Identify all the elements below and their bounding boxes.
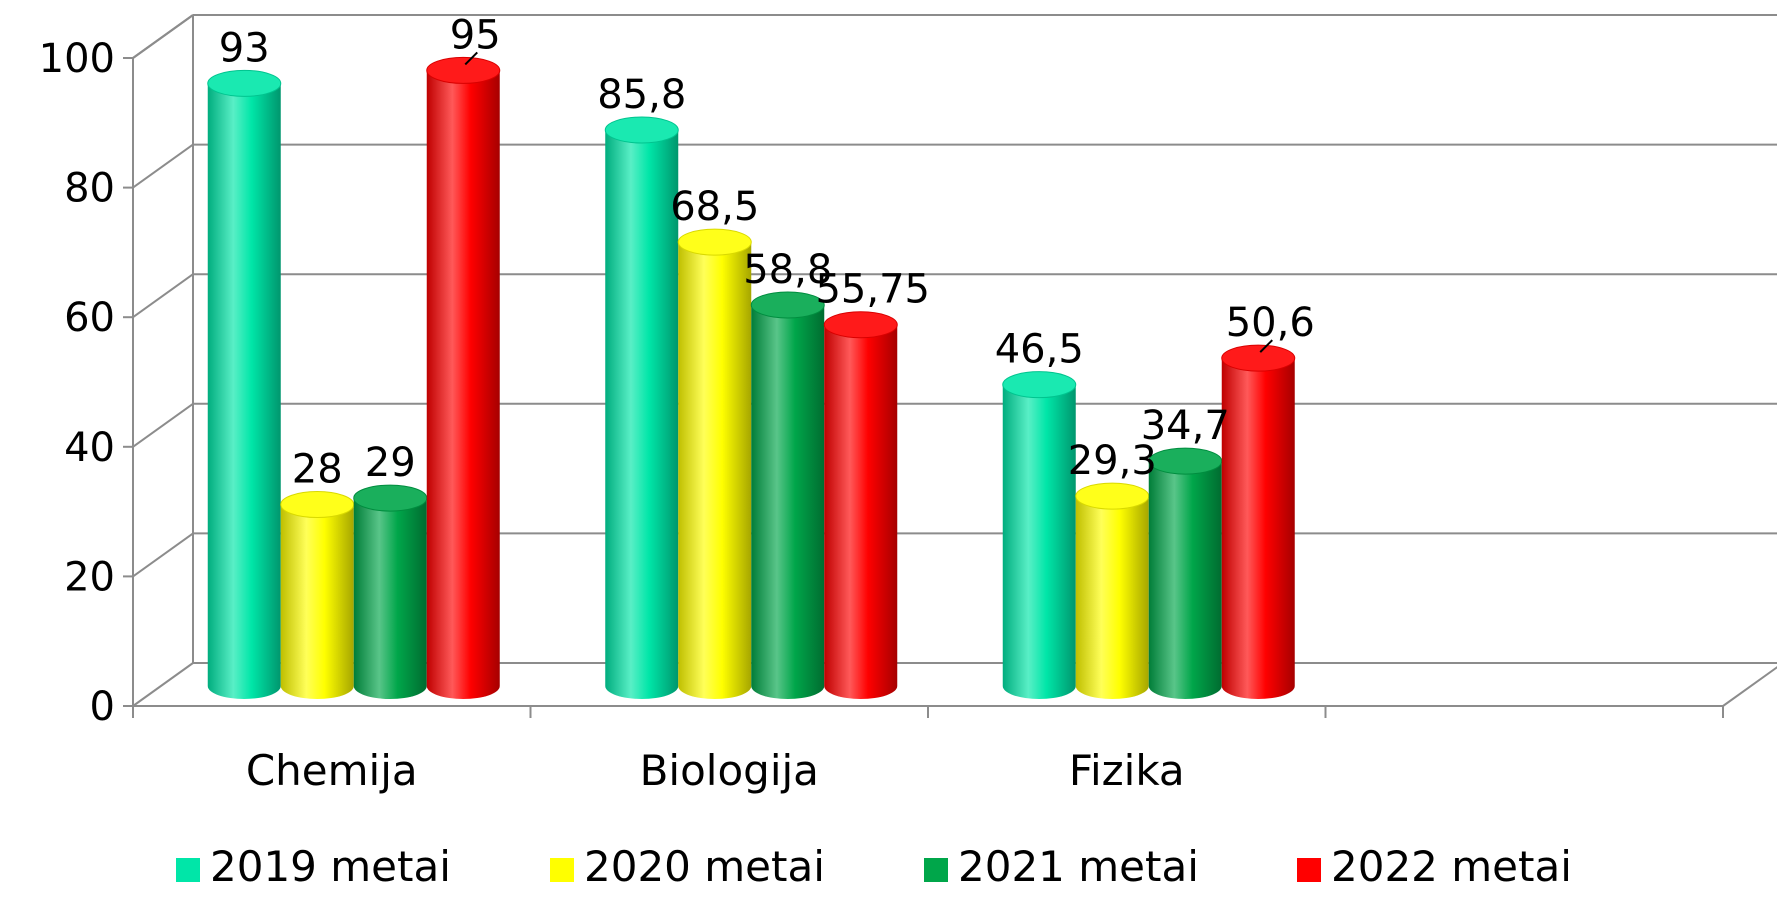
x-tick-label-chemija: Chemija bbox=[246, 746, 418, 795]
data-label-biologija-2022-metai: 55,75 bbox=[815, 267, 930, 313]
bar-body bbox=[1002, 384, 1076, 700]
gridline-depth bbox=[132, 143, 194, 189]
y-tick-label: 100 bbox=[39, 36, 115, 82]
data-label-biologija-2021-metai: 58,8 bbox=[743, 247, 832, 293]
bar-top bbox=[1221, 344, 1296, 372]
y-tick-label: 0 bbox=[90, 684, 115, 730]
data-label-fizika-2020-metai: 29,3 bbox=[1068, 438, 1157, 484]
x-tick-label-fizika: Fizika bbox=[1069, 746, 1185, 795]
bar-biologija-2020-metai bbox=[677, 228, 752, 700]
data-label-fizika-2019-metai: 46,5 bbox=[995, 327, 1084, 373]
bar-fizika-2021-metai bbox=[1148, 447, 1223, 700]
y-tick-label: 60 bbox=[64, 295, 115, 341]
data-label-fizika-2021-metai: 34,7 bbox=[1141, 403, 1230, 449]
data-label-chemija-2020-metai: 28 bbox=[292, 447, 343, 493]
data-label-chemija-2022-metai: 95 bbox=[450, 12, 501, 58]
x-axis: Chemija Biologija Fizika bbox=[132, 705, 1724, 795]
y-axis-ticks: 0 20 40 60 80 100 bbox=[39, 36, 133, 730]
bar-body bbox=[605, 130, 679, 700]
bar-body bbox=[1075, 496, 1149, 700]
bars bbox=[207, 56, 1296, 700]
data-label-biologija-2019-metai: 85,8 bbox=[597, 72, 686, 118]
bar-fizika-2020-metai bbox=[1075, 482, 1150, 700]
y-tick-label: 20 bbox=[64, 554, 115, 600]
y-tick-label: 80 bbox=[64, 166, 115, 212]
gridline-depth bbox=[132, 273, 194, 319]
y-tick-label: 40 bbox=[64, 425, 115, 471]
x-tick-label-biologija: Biologija bbox=[640, 746, 819, 795]
legend-swatch bbox=[1297, 858, 1321, 882]
bar-body bbox=[207, 83, 281, 700]
bar-body bbox=[1221, 358, 1295, 700]
legend-item-2022-metai: 2022 metai bbox=[1297, 842, 1572, 891]
bar-top bbox=[426, 56, 501, 84]
legend-swatch bbox=[550, 858, 574, 882]
bar-body bbox=[678, 242, 752, 700]
bar-biologija-2022-metai bbox=[823, 311, 898, 700]
legend-label: 2019 metai bbox=[210, 842, 451, 891]
gridline-depth bbox=[132, 662, 194, 707]
legend-label: 2021 metai bbox=[958, 842, 1199, 891]
data-label-chemija-2019-metai: 93 bbox=[219, 25, 270, 71]
legend-swatch bbox=[176, 858, 200, 882]
bar-body bbox=[1148, 461, 1222, 700]
bar-top bbox=[353, 484, 428, 512]
legend-label: 2020 metai bbox=[584, 842, 825, 891]
gridline-depth bbox=[132, 14, 194, 59]
bar-chemija-2021-metai bbox=[353, 484, 428, 700]
legend-item-2019-metai: 2019 metai bbox=[176, 842, 451, 891]
data-label-chemija-2021-metai: 29 bbox=[365, 440, 416, 486]
floor-right-edge bbox=[1722, 666, 1777, 707]
bar-top bbox=[823, 311, 898, 339]
bar-chemija-2019-metai bbox=[207, 69, 282, 700]
bar-top bbox=[604, 116, 679, 144]
bar-biologija-2021-metai bbox=[750, 291, 825, 700]
bar-body bbox=[824, 324, 898, 700]
legend-item-2021-metai: 2021 metai bbox=[924, 842, 1199, 891]
bar-fizika-2022-metai bbox=[1221, 344, 1296, 700]
bar-body bbox=[353, 498, 427, 700]
bar-biologija-2019-metai bbox=[604, 116, 679, 700]
bar-top bbox=[280, 491, 355, 519]
data-label-fizika-2022-metai: 50,6 bbox=[1226, 300, 1315, 346]
legend-label: 2022 metai bbox=[1331, 842, 1572, 891]
leader-line bbox=[464, 51, 478, 66]
gridline-depth bbox=[132, 402, 194, 448]
legend-item-2020-metai: 2020 metai bbox=[550, 842, 825, 891]
data-label-biologija-2020-metai: 68,5 bbox=[670, 184, 759, 230]
bar-top bbox=[677, 228, 752, 256]
legend-swatch bbox=[924, 858, 948, 882]
bar-fizika-2019-metai bbox=[1002, 371, 1077, 700]
bar-body bbox=[426, 70, 500, 700]
bar-body bbox=[280, 504, 354, 700]
bar-top bbox=[750, 291, 825, 319]
leader-line bbox=[1259, 339, 1273, 353]
bar-top bbox=[1075, 482, 1150, 510]
bar-top bbox=[1148, 447, 1223, 475]
gridline-depth bbox=[132, 532, 194, 578]
bar-chemija-2022-metai bbox=[426, 56, 501, 700]
legend: 2019 metai 2020 metai 2021 metai 2022 metai bbox=[176, 842, 1572, 891]
bar-body bbox=[751, 304, 825, 700]
bar-top bbox=[207, 69, 282, 97]
data-labels: 93 28 29 95 85,8 68,5 58,855,75 46,5 29,334,7 50,… bbox=[219, 12, 1315, 492]
bar-top bbox=[1002, 371, 1077, 399]
bar-chemija-2020-metai bbox=[280, 491, 355, 700]
